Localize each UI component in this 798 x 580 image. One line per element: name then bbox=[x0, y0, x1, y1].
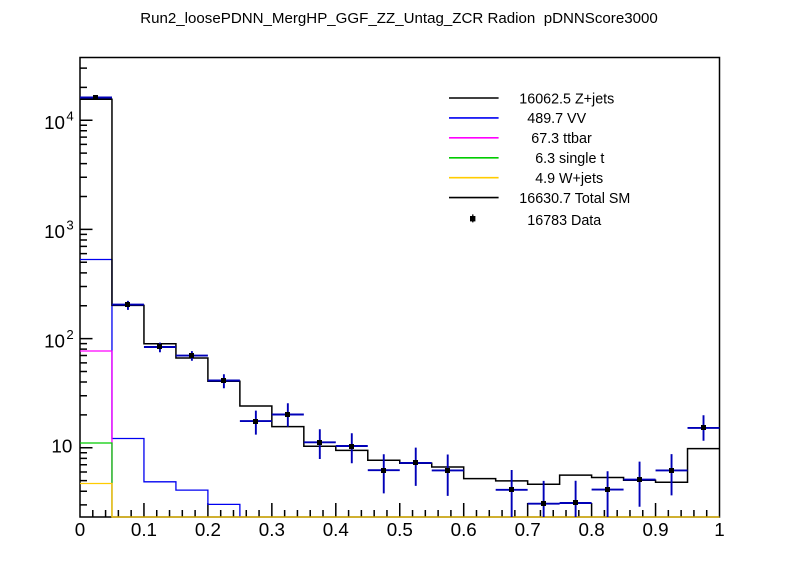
svg-text:10: 10 bbox=[44, 330, 65, 351]
svg-text:0.8: 0.8 bbox=[579, 519, 605, 540]
svg-text:67.3 ttbar: 67.3 ttbar bbox=[531, 131, 592, 147]
svg-text:4: 4 bbox=[66, 109, 73, 124]
svg-text:3: 3 bbox=[66, 218, 73, 233]
svg-text:Run2_loosePDNN_MergHP_GGF_ZZ_U: Run2_loosePDNN_MergHP_GGF_ZZ_Untag_ZCR R… bbox=[140, 10, 658, 27]
svg-text:0.7: 0.7 bbox=[515, 519, 541, 540]
svg-text:0.5: 0.5 bbox=[387, 519, 413, 540]
svg-text:1: 1 bbox=[714, 519, 724, 540]
svg-text:0.2: 0.2 bbox=[195, 519, 221, 540]
svg-text:16630.7 Total SM: 16630.7 Total SM bbox=[519, 191, 630, 207]
svg-text:0.4: 0.4 bbox=[323, 519, 349, 540]
svg-text:2: 2 bbox=[66, 327, 73, 342]
svg-text:0.3: 0.3 bbox=[259, 519, 285, 540]
svg-text:10: 10 bbox=[44, 112, 65, 133]
svg-text:10: 10 bbox=[51, 436, 72, 457]
svg-text:0: 0 bbox=[75, 519, 85, 540]
svg-text:10: 10 bbox=[44, 221, 65, 242]
svg-text:489.7 VV: 489.7 VV bbox=[527, 111, 586, 127]
svg-text:0.1: 0.1 bbox=[131, 519, 157, 540]
svg-text:16783 Data: 16783 Data bbox=[527, 213, 601, 229]
svg-text:0.9: 0.9 bbox=[642, 519, 668, 540]
svg-text:0.6: 0.6 bbox=[451, 519, 477, 540]
svg-text:6.3 single t: 6.3 single t bbox=[535, 151, 604, 167]
svg-text:16062.5 Z+jets: 16062.5 Z+jets bbox=[519, 91, 614, 107]
svg-text:4.9 W+jets: 4.9 W+jets bbox=[535, 171, 603, 187]
